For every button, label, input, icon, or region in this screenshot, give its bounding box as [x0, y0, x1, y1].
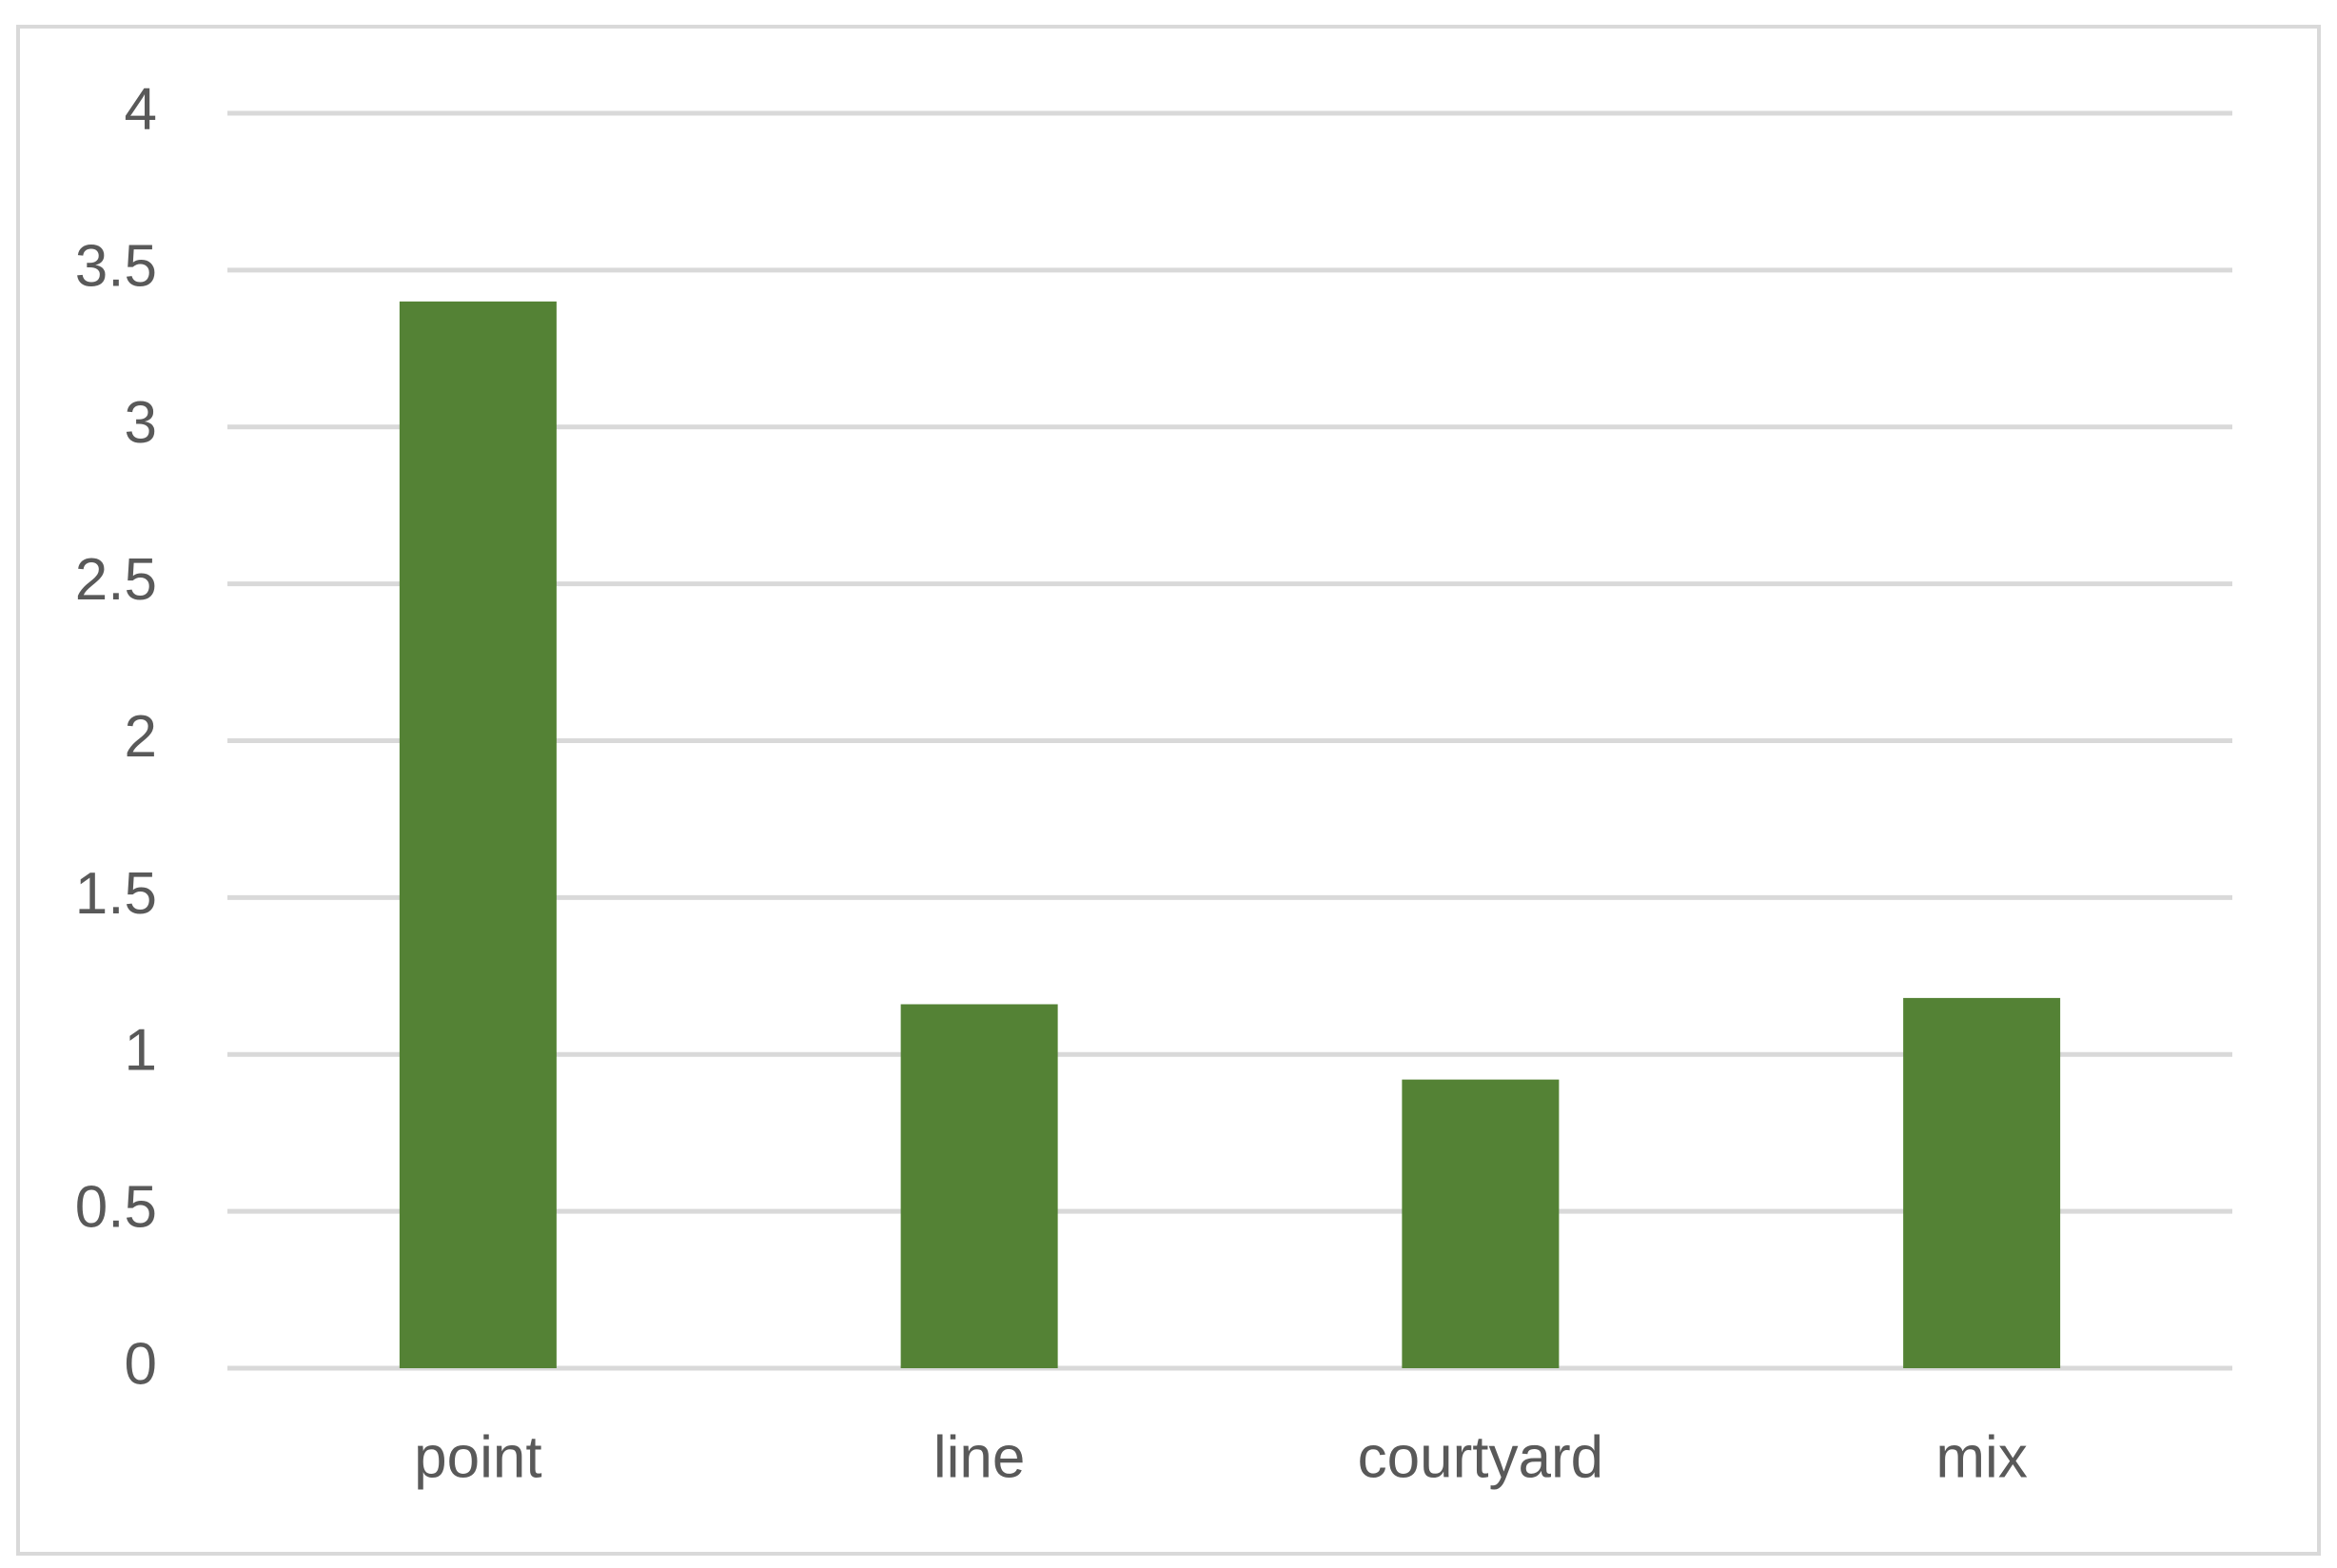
y-tick-label: 2.5 [75, 547, 157, 613]
y-tick-label: 1.5 [75, 861, 157, 927]
bar [1402, 1079, 1560, 1368]
x-tick-label: mix [1935, 1424, 2027, 1490]
y-tick-label: 3 [125, 390, 157, 456]
bar [399, 301, 557, 1369]
y-tick-label: 0.5 [75, 1175, 157, 1241]
bar [1903, 997, 2061, 1368]
x-tick-label: line [933, 1424, 1026, 1490]
x-tick-label: point [414, 1424, 541, 1490]
y-tick-label: 4 [125, 76, 157, 142]
x-tick-label: courtyard [1358, 1424, 1603, 1490]
y-tick-label: 2 [125, 704, 157, 770]
bar [900, 1004, 1058, 1368]
y-tick-label: 1 [125, 1018, 157, 1084]
y-tick-label: 3.5 [75, 233, 157, 299]
y-tick-label: 0 [125, 1331, 157, 1397]
